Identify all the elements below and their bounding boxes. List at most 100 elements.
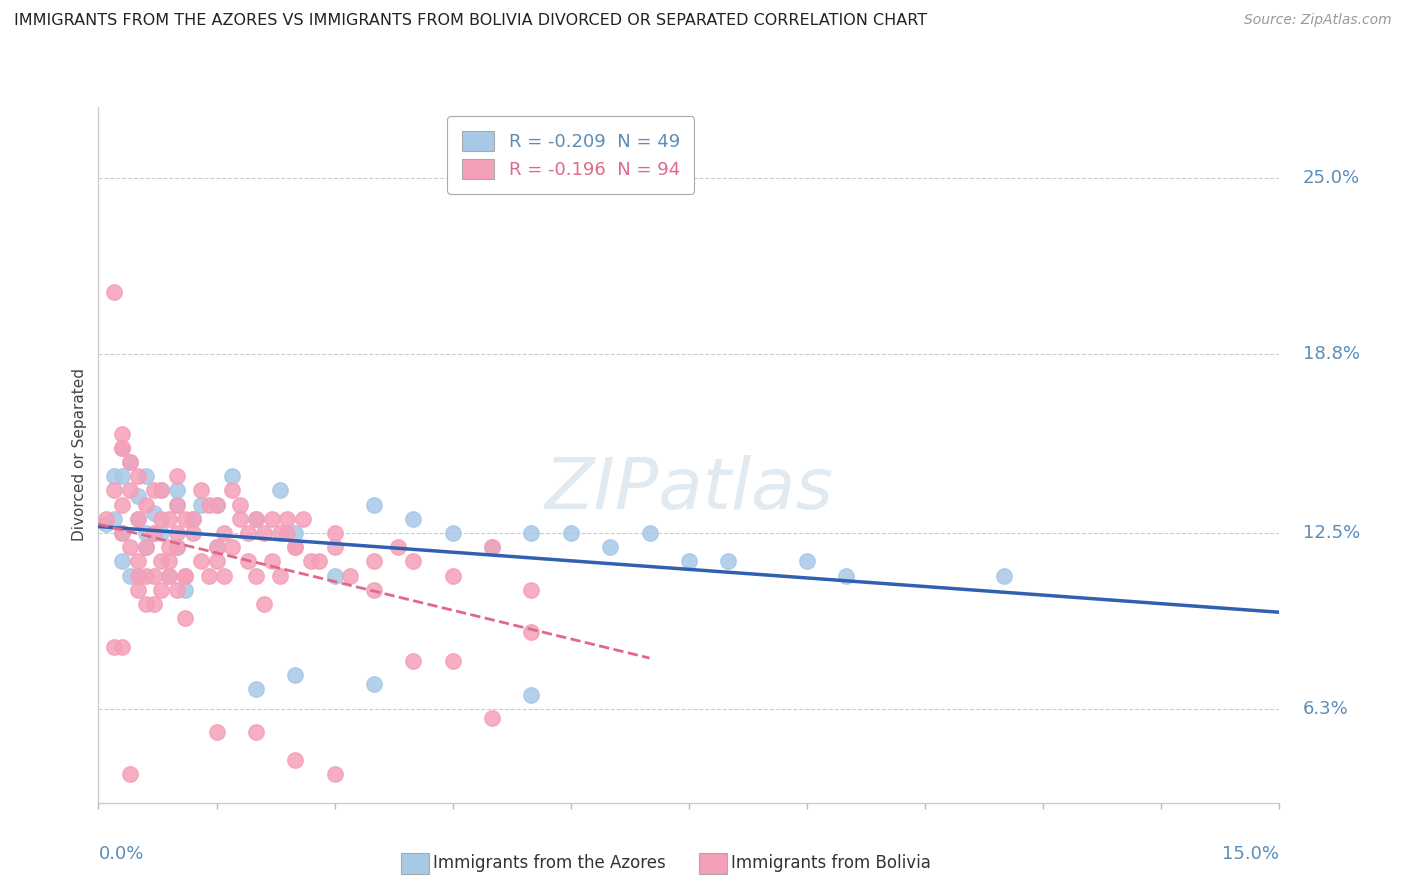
Point xyxy=(135,469,157,483)
Point xyxy=(118,455,141,469)
Point xyxy=(260,554,283,568)
Point xyxy=(387,540,409,554)
Point xyxy=(205,540,228,554)
Text: 0.0%: 0.0% xyxy=(98,845,143,863)
Point xyxy=(111,640,134,654)
Point xyxy=(157,568,180,582)
Point xyxy=(323,568,346,582)
Point xyxy=(174,568,197,582)
Point xyxy=(142,568,165,582)
Legend: R = -0.209  N = 49, R = -0.196  N = 94: R = -0.209 N = 49, R = -0.196 N = 94 xyxy=(447,116,695,194)
Point xyxy=(166,498,188,512)
Point xyxy=(796,554,818,568)
Point xyxy=(276,512,298,526)
Point xyxy=(205,724,228,739)
Point xyxy=(205,498,228,512)
Point xyxy=(323,526,346,541)
Point xyxy=(150,512,173,526)
Point xyxy=(118,540,141,554)
Point xyxy=(111,441,134,455)
Point xyxy=(245,724,267,739)
Point xyxy=(236,526,259,541)
Point xyxy=(150,483,173,498)
Point xyxy=(166,540,188,554)
Point xyxy=(118,767,141,781)
Point xyxy=(599,540,621,554)
Point xyxy=(993,568,1015,582)
Point xyxy=(221,469,243,483)
Point xyxy=(174,582,197,597)
Point xyxy=(441,526,464,541)
Text: 18.8%: 18.8% xyxy=(1303,345,1360,363)
Point xyxy=(166,498,188,512)
Text: Immigrants from Bolivia: Immigrants from Bolivia xyxy=(731,855,931,872)
Point xyxy=(205,554,228,568)
Point xyxy=(166,540,188,554)
Point xyxy=(181,512,204,526)
Point xyxy=(127,512,149,526)
Point xyxy=(157,540,180,554)
Point xyxy=(111,441,134,455)
Point xyxy=(127,582,149,597)
Point xyxy=(481,710,503,724)
Point xyxy=(135,597,157,611)
Text: 6.3%: 6.3% xyxy=(1303,700,1348,718)
Point xyxy=(103,285,125,299)
Text: 12.5%: 12.5% xyxy=(1303,524,1361,542)
Point xyxy=(441,568,464,582)
Point xyxy=(142,597,165,611)
Point xyxy=(118,568,141,582)
Point xyxy=(253,597,276,611)
Point xyxy=(150,582,173,597)
Point xyxy=(214,568,236,582)
Point xyxy=(135,526,157,541)
Text: Immigrants from the Azores: Immigrants from the Azores xyxy=(433,855,666,872)
Point xyxy=(221,483,243,498)
Point xyxy=(181,512,204,526)
Point xyxy=(284,540,307,554)
Point xyxy=(520,526,543,541)
Point xyxy=(190,483,212,498)
Point xyxy=(135,568,157,582)
Point xyxy=(103,640,125,654)
Text: 25.0%: 25.0% xyxy=(1303,169,1360,187)
Point xyxy=(363,582,385,597)
Point xyxy=(127,568,149,582)
Point xyxy=(174,568,197,582)
Point xyxy=(118,483,141,498)
Point xyxy=(481,540,503,554)
Point xyxy=(157,568,180,582)
Point xyxy=(142,526,165,541)
Point xyxy=(166,469,188,483)
Point xyxy=(245,568,267,582)
Point xyxy=(308,554,330,568)
Point xyxy=(197,568,219,582)
Point xyxy=(135,498,157,512)
Point xyxy=(174,512,197,526)
Point xyxy=(127,489,149,503)
Point xyxy=(111,526,134,541)
Text: Source: ZipAtlas.com: Source: ZipAtlas.com xyxy=(1244,13,1392,28)
Point xyxy=(560,526,582,541)
Point xyxy=(260,512,283,526)
Point xyxy=(245,512,267,526)
Point xyxy=(118,455,141,469)
Point xyxy=(284,526,307,541)
Point xyxy=(181,526,204,541)
Point xyxy=(127,568,149,582)
Point xyxy=(253,526,276,541)
Point xyxy=(269,526,291,541)
Point xyxy=(190,498,212,512)
Point xyxy=(323,540,346,554)
Point xyxy=(292,512,315,526)
Point xyxy=(339,568,361,582)
Point xyxy=(96,512,118,526)
Point xyxy=(157,554,180,568)
Point xyxy=(205,540,228,554)
Y-axis label: Divorced or Separated: Divorced or Separated xyxy=(72,368,87,541)
Point xyxy=(402,654,425,668)
Point xyxy=(284,668,307,682)
Point xyxy=(221,540,243,554)
Point xyxy=(229,512,252,526)
Point xyxy=(229,498,252,512)
